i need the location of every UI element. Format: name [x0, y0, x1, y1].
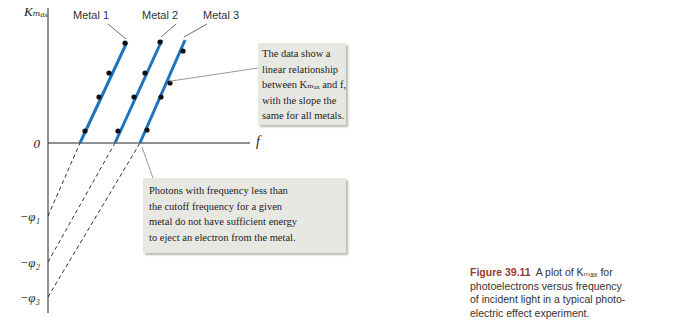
html-text:Metal 1: Metal 1 — [73, 9, 110, 21]
html-text:f: f — [256, 134, 260, 149]
html-text:The data show a: The data show a — [262, 48, 331, 59]
html-text:to eject an electron from the: to eject an electron from the metal. — [149, 231, 296, 243]
svg-text:0: 0 — [34, 136, 41, 151]
html-text:between Kₘₐₓ and f,: between Kₘₐₓ and f, — [262, 79, 347, 90]
html-text:metal do not have sufficient e: metal do not have sufficient energy — [149, 216, 297, 227]
svg-text:−φ₁: −φ₁ — [20, 209, 40, 224]
html-text:Figure 39.11 A plot of Kₘₐₓ fo: Figure 39.11 A plot of Kₘₐₓ for — [470, 266, 613, 278]
html-text:Metal 3: Metal 3 — [203, 9, 240, 21]
html-text:same for all metals.: same for all metals. — [262, 110, 345, 121]
html-text:with the slope the: with the slope the — [262, 94, 337, 106]
html-text:electric effect experiment.: electric effect experiment. — [470, 306, 590, 319]
svg-text:−φ₂: −φ₂ — [20, 255, 41, 270]
html-text:of incident light in a typical: of incident light in a typical photo- — [470, 293, 626, 305]
html-text:Metal 2: Metal 2 — [142, 9, 179, 21]
html-text:photoelectrons versus frequenc: photoelectrons versus frequency — [470, 279, 622, 292]
html-text:Photons with frequency less th: Photons with frequency less than — [149, 185, 288, 196]
html-text:the cutoff frequency for a giv: the cutoff frequency for a given — [149, 200, 282, 212]
svg-text:−φ₃: −φ₃ — [20, 290, 40, 305]
html-text:linear relationship: linear relationship — [262, 63, 339, 75]
html-text:Kₘₐₓ: Kₘₐₓ — [24, 4, 49, 19]
